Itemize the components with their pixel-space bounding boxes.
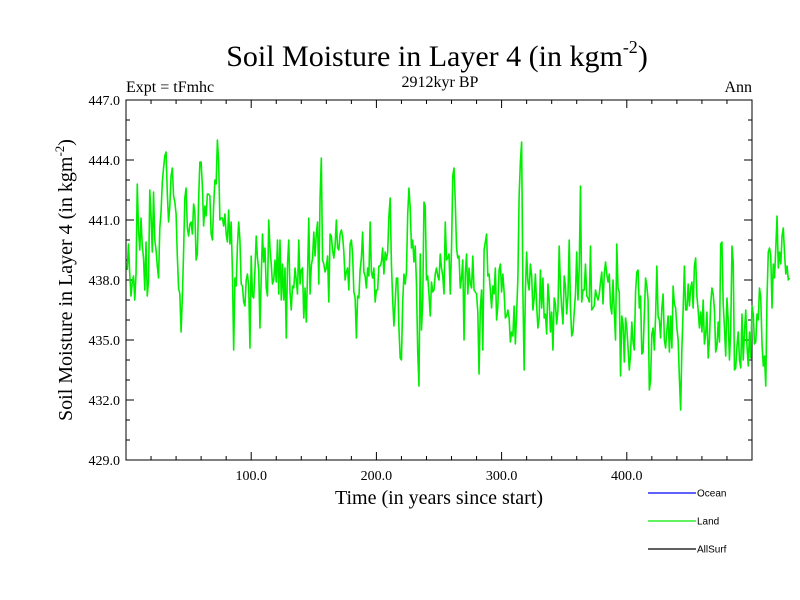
series-line-land: [126, 139, 791, 411]
experiment-label: Expt = tFmhc: [126, 79, 214, 96]
y-tick-label: 432.0: [89, 394, 121, 409]
x-axis-label: Time (in years since start): [335, 487, 543, 509]
chart-subtitle: 2912kyr BP: [402, 74, 479, 91]
y-tick-label: 441.0: [89, 214, 121, 229]
y-tick-label: 435.0: [89, 334, 121, 349]
x-axis: 100.0 200.0 300.0 400.0: [150, 100, 728, 484]
x-tick-label: 100.0: [235, 469, 267, 484]
x-tick-label: 300.0: [486, 469, 518, 484]
y-tick-label: 447.0: [89, 94, 121, 109]
x-tick-label: 200.0: [361, 469, 393, 484]
chart-title: Soil Moisture in Layer 4 (in kgm-2): [226, 37, 648, 73]
y-axis: 429.0 432.0 435.0 438.0 441.0 444.0 447.0: [89, 94, 752, 469]
y-tick-label: 444.0: [89, 154, 121, 169]
legend-label-ocean: Ocean: [697, 489, 726, 500]
legend: Ocean Land AllSurf: [648, 489, 727, 556]
x-tick-label: 400.0: [611, 469, 643, 484]
legend-label-allsurf: AllSurf: [697, 545, 727, 556]
y-tick-label: 429.0: [89, 454, 121, 469]
y-axis-label: Soil Moisture in Layer 4 (in kgm-2): [52, 139, 77, 421]
period-label: Ann: [724, 79, 752, 96]
y-tick-label: 438.0: [89, 274, 121, 289]
legend-label-land: Land: [697, 517, 719, 528]
